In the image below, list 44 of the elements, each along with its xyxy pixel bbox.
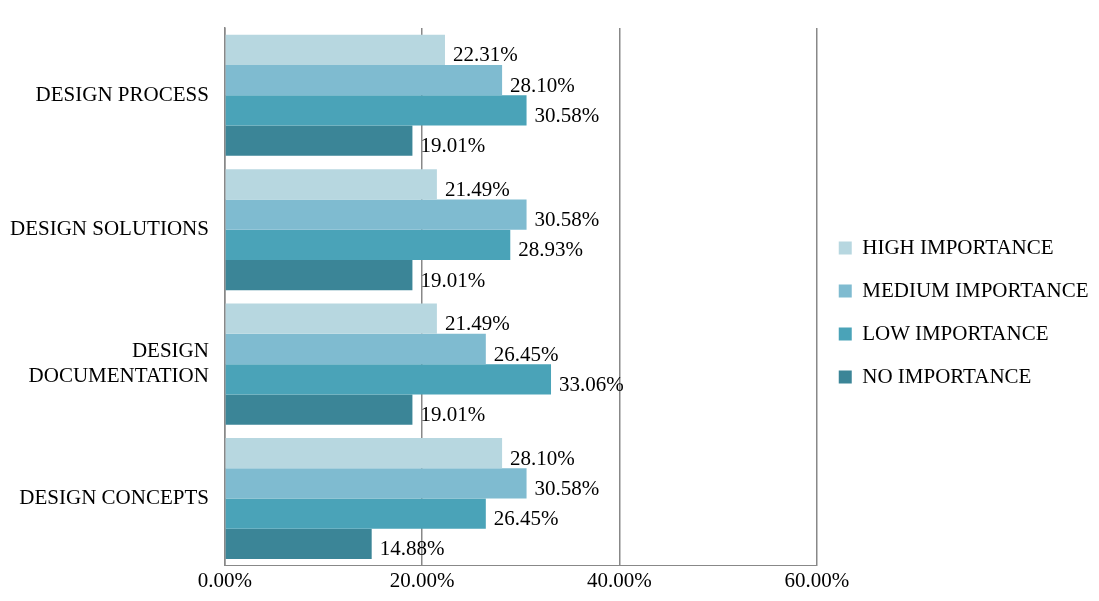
bar [225, 528, 372, 560]
bar [225, 259, 413, 291]
x-tick-label: 60.00% [784, 567, 850, 592]
bar [225, 303, 437, 334]
x-tick-label: 20.00% [389, 567, 455, 592]
legend-label: MEDIUM IMPORTANCE [862, 277, 1089, 302]
y-tick-label: DESIGN SOLUTIONS [9, 216, 209, 241]
legend-label: NO IMPORTANCE [862, 363, 1032, 388]
data-label: 21.49% [444, 311, 510, 336]
bar [225, 333, 486, 365]
data-label: 22.31% [452, 42, 518, 67]
data-label: 30.58% [534, 475, 600, 500]
bar [225, 34, 445, 65]
y-tick-label: DESIGN CONCEPTS [19, 485, 209, 510]
y-tick-label: DESIGN DOCUMENTATION [28, 338, 209, 388]
legend-label: HIGH IMPORTANCE [862, 234, 1054, 259]
data-label: 28.10% [510, 72, 575, 97]
x-tick-label: 0.00% [197, 567, 253, 592]
bar [225, 229, 511, 260]
bar [225, 394, 413, 425]
data-label: 26.45% [493, 341, 559, 366]
data-label: 21.49% [444, 176, 510, 201]
data-label: 28.10% [510, 445, 575, 470]
data-label: 14.88% [379, 536, 445, 561]
x-tick-label: 40.00% [587, 567, 652, 592]
bar [225, 125, 413, 156]
bar [225, 199, 527, 230]
data-label: 19.01% [420, 267, 486, 292]
bar [225, 64, 503, 96]
bar [225, 468, 527, 499]
bar [225, 95, 527, 126]
bar [225, 169, 437, 200]
data-label: 30.58% [534, 207, 600, 232]
legend-label: LOW IMPORTANCE [862, 320, 1049, 345]
data-label: 28.93% [518, 237, 584, 262]
data-label: 19.01% [420, 402, 486, 427]
data-label: 33.06% [559, 371, 624, 396]
data-label: 30.58% [534, 102, 600, 127]
bar [225, 438, 503, 469]
bar [225, 364, 552, 395]
data-label: 26.45% [493, 506, 559, 531]
y-tick-label: DESIGN PROCESS [35, 81, 209, 106]
data-label: 19.01% [420, 133, 486, 158]
bar [225, 498, 486, 529]
